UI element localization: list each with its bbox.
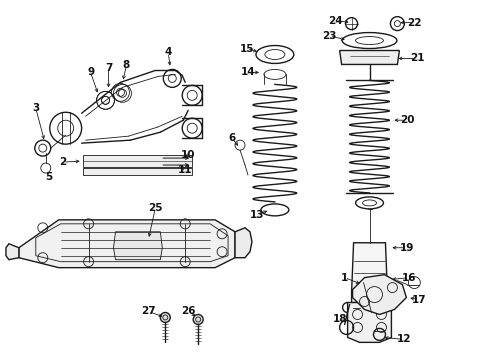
Text: 26: 26 [181, 306, 195, 316]
Polygon shape [19, 220, 235, 268]
Text: 8: 8 [122, 60, 130, 71]
Polygon shape [6, 244, 19, 260]
Text: 14: 14 [240, 67, 255, 77]
Polygon shape [352, 275, 406, 315]
Text: 2: 2 [59, 157, 66, 167]
Polygon shape [339, 50, 399, 64]
Text: 9: 9 [87, 67, 94, 77]
Polygon shape [347, 302, 390, 342]
Polygon shape [113, 232, 162, 260]
Text: 19: 19 [399, 243, 414, 253]
Text: 7: 7 [104, 63, 112, 73]
Text: 21: 21 [409, 54, 424, 63]
Text: 23: 23 [322, 31, 336, 41]
Text: 13: 13 [249, 210, 264, 220]
Text: 18: 18 [332, 314, 346, 324]
Text: 16: 16 [401, 273, 416, 283]
Circle shape [193, 315, 203, 324]
Bar [82, 155, 192, 167]
Text: 12: 12 [396, 334, 411, 345]
Text: 11: 11 [178, 165, 192, 175]
Text: 10: 10 [181, 150, 195, 160]
Text: 22: 22 [406, 18, 421, 28]
Bar [82, 168, 192, 175]
Text: 3: 3 [32, 103, 40, 113]
Text: 25: 25 [148, 203, 163, 213]
Text: 5: 5 [45, 172, 52, 182]
Text: 6: 6 [228, 133, 235, 143]
Text: 4: 4 [164, 48, 172, 58]
Text: 27: 27 [141, 306, 155, 316]
Text: 17: 17 [411, 294, 426, 305]
Circle shape [160, 312, 170, 323]
Text: 15: 15 [239, 44, 254, 54]
Polygon shape [235, 228, 251, 258]
Polygon shape [351, 243, 386, 302]
Text: 24: 24 [327, 15, 342, 26]
Text: 20: 20 [399, 115, 414, 125]
Text: 1: 1 [340, 273, 347, 283]
